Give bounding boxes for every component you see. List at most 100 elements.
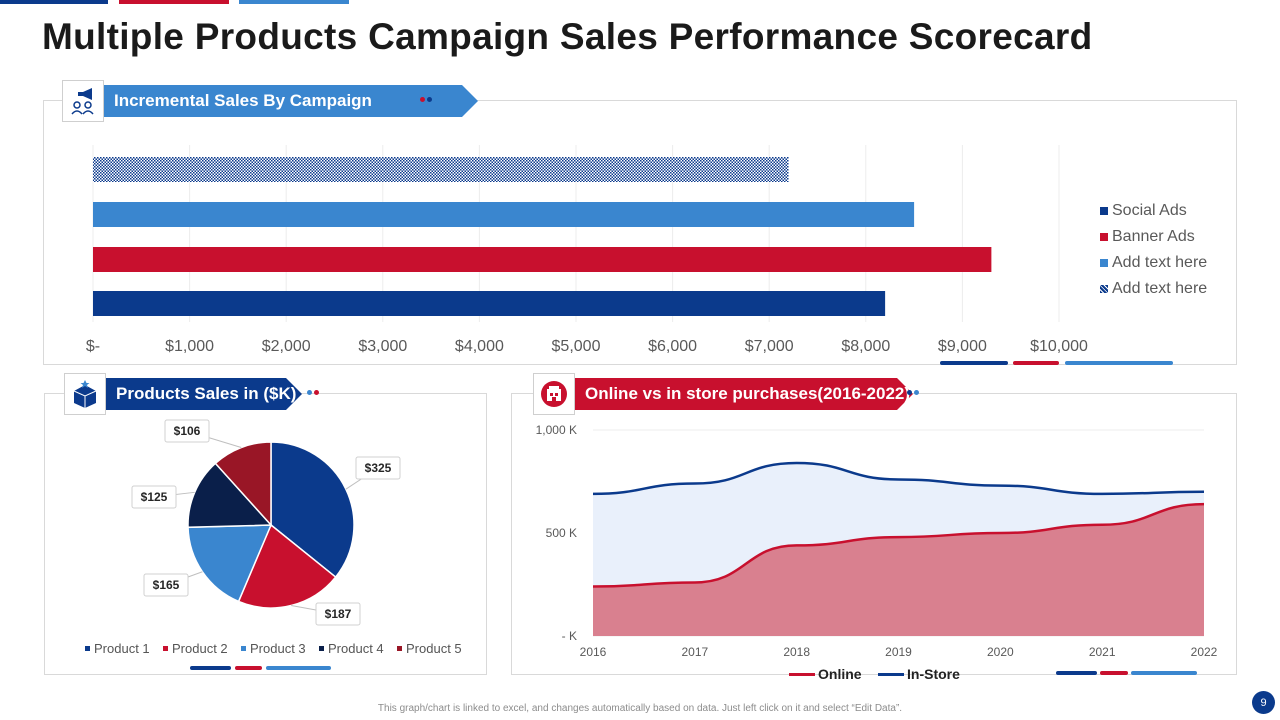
area-panel-title: Online vs in store purchases(2016-2022) [585,384,911,403]
pie-header-dots [307,390,319,395]
pie-label-box [315,602,361,626]
bar-x-tick-label: $5,000 [552,338,601,355]
pie-legend-product-1: Product 1 [85,641,150,656]
legend-swatch-blue [1100,259,1108,267]
bar-x-tick-label: $9,000 [938,338,987,355]
bar-panel-title: Incremental Sales By Campaign [114,91,372,110]
bar-header-ribbon [104,85,478,117]
bar-legend-add-text-1: Add text here [1100,254,1207,272]
legend-label: Social Ads [1112,202,1187,219]
bar-legend-social-ads: Social Ads [1100,202,1187,220]
bar-x-tick-label: $10,000 [1030,338,1088,355]
bar-x-tick-label: $4,000 [455,338,504,355]
legend-label: Product 3 [250,641,306,656]
area-x-tick-label: 2017 [681,645,708,659]
pie-label-box [355,456,401,480]
pie-header-ribbon [106,378,302,410]
pie-data-label: $187 [325,607,352,621]
area-x-tick-label: 2016 [580,645,607,659]
pie-label-box [131,485,177,509]
legend-swatch [85,646,90,651]
area-y-tick-label: - K [562,629,577,643]
bar-deco-blue [1065,361,1173,365]
area-deco-red [1100,671,1128,675]
area-x-tick-label: 2021 [1089,645,1116,659]
bar-4 [93,157,789,182]
legend-swatch [397,646,402,651]
area-y-tick-label: 500 K [546,526,577,540]
pie-data-label: $325 [365,461,392,475]
legend-line-navy [878,672,904,676]
page-title: Multiple Products Campaign Sales Perform… [42,16,1093,57]
pie-panel-title: Products Sales in ($K) [116,384,297,403]
top-accent-navy [0,0,108,4]
area-fill-online [593,504,1204,636]
legend-label: Product 1 [94,641,150,656]
area-x-tick-label: 2022 [1191,645,1218,659]
top-accent-blue [239,0,349,4]
legend-swatch [319,646,324,651]
box-star-icon [64,373,106,415]
area-legend-online: Online [789,666,862,682]
megaphone-people-icon [62,80,104,122]
legend-label: In-Store [907,666,960,682]
bar-legend-banner-ads: Banner Ads [1100,228,1195,246]
page-number: 9 [1252,691,1275,714]
legend-label: Online [818,666,862,682]
pie-data-label: $165 [153,578,180,592]
legend-line-red [789,672,815,676]
legend-swatch-red [1100,233,1108,241]
pie-slice-5 [214,441,272,527]
legend-label: Product 4 [328,641,384,656]
pie-deco-navy [190,666,231,670]
bar-header-dots [420,97,432,102]
bar-2 [93,247,992,272]
legend-label: Product 5 [406,641,462,656]
bar-chart-panel [43,100,1237,365]
pie-data-label: $125 [141,490,168,504]
legend-swatch [241,646,246,651]
bar-x-tick-label: $1,000 [165,338,214,355]
area-header-dots [907,390,919,395]
area-chart: - K 500 K 1,000 K 2016 2017 2018 2019 2020 2021 2… [536,423,1218,659]
store-icon [533,373,575,415]
top-accent-red [119,0,229,4]
bar-x-tick-label: $3,000 [358,338,407,355]
bar-x-tick-label: $- [86,338,100,355]
area-legend-instore: In-Store [878,666,960,682]
bar-3 [93,202,915,227]
pie-slice-3 [187,524,273,603]
legend-label: Banner Ads [1112,228,1195,245]
pie-legend-product-2: Product 2 [163,641,228,656]
legend-label: Add text here [1112,254,1208,271]
area-header-ribbon [575,378,913,410]
bar-legend-add-text-2: Add text here [1100,280,1207,298]
area-x-tick-label: 2019 [885,645,912,659]
bar-x-tick-label: $7,000 [745,338,794,355]
legend-swatch [163,646,168,651]
bar-x-tick-label: $2,000 [262,338,311,355]
bar-x-tick-label: $6,000 [648,338,697,355]
pie-slice-1 [270,441,355,579]
bar-chart: $- $1,000 $2,000 $3,000 $4,000 $5,000 $6,000 $7… [86,145,1088,355]
pie-legend-product-3: Product 3 [241,641,306,656]
bar-deco-red [1013,361,1059,365]
area-x-tick-label: 2020 [987,645,1014,659]
area-line-in-store [592,461,1205,496]
pie-legend-product-5: Product 5 [397,641,462,656]
pie-data-label: $106 [174,424,201,438]
pie-chart: $325 $187 $165 $125 $106 [131,419,401,626]
area-y-tick-label: 1,000 K [536,423,577,437]
pie-legend-product-4: Product 4 [319,641,384,656]
area-deco-blue [1131,671,1197,675]
area-x-tick-label: 2018 [783,645,810,659]
area-line-online [592,502,1205,588]
legend-swatch-checker [1100,285,1108,293]
pie-label-box [143,573,189,597]
legend-label: Add text here [1112,280,1208,297]
pie-deco-blue [266,666,331,670]
pie-label-box [164,419,210,443]
legend-swatch-navy [1100,207,1108,215]
pie-deco-red [235,666,262,670]
area-deco-navy [1056,671,1097,675]
